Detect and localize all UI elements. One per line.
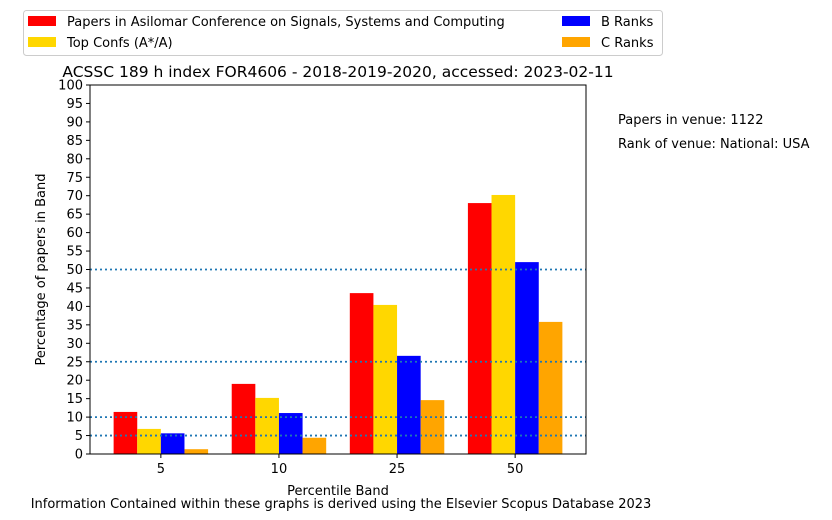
bar-b-10 [278,413,303,454]
x-tick-label: 50 [507,462,524,477]
y-tick-label: 40 [66,300,83,315]
annotation-rank-of-venue: Rank of venue: National: USA [618,137,810,152]
y-tick-label: 85 [66,134,83,149]
legend-label-asilomar: Papers in Asilomar Conference on Signals… [67,15,505,30]
bar-b-5 [160,433,185,454]
legend-swatch-top-confs [28,37,56,47]
bar-b-25 [397,355,421,454]
legend-swatch-c-ranks [562,37,590,47]
x-tick-label: 25 [389,462,406,477]
y-tick-label: 70 [66,189,83,204]
y-tick-label: 5 [75,429,83,444]
legend-label-b-ranks: B Ranks [601,15,654,30]
y-tick-label: 65 [66,208,83,223]
y-tick-label: 60 [66,226,83,241]
bar-c-25 [420,400,445,454]
bar-top-50 [491,194,516,454]
legend-frame [23,10,663,56]
y-tick-label: 100 [58,79,83,94]
bar-papers-50 [467,203,492,454]
bar-papers-25 [349,293,374,454]
y-tick-label: 15 [66,392,83,407]
legend-swatch-b-ranks [562,16,590,26]
y-tick-label: 50 [66,263,83,278]
bar-c-50 [538,321,563,454]
bar-top-5 [137,428,161,454]
bar-c-10 [302,437,327,454]
footer-note: Information Contained within these graph… [31,497,652,512]
y-tick-label: 10 [66,411,83,426]
annotation-papers-in-venue: Papers in venue: 1122 [618,113,763,128]
y-tick-label: 55 [66,245,83,260]
x-axis-label: Percentile Band [287,484,389,499]
y-tick-label: 45 [66,281,83,296]
y-axis: 0 5 10 15 20 25 30 35 40 45 50 55 60 65 70 75 80 85 90 95 10… [58,79,90,463]
chart-title: ACSSC 189 h index FOR4606 - 2018-2019-20… [62,63,613,81]
legend-label-c-ranks: C Ranks [601,36,654,51]
y-tick-label: 75 [66,171,83,186]
legend-swatch-asilomar [28,16,56,26]
x-axis: 5 10 25 50 [157,454,524,477]
y-tick-label: 25 [66,355,83,370]
y-tick-label: 30 [66,337,83,352]
bar-c-5 [184,449,209,454]
bar-top-10 [255,397,279,454]
y-axis-label: Percentage of papers in Band [34,173,49,365]
y-tick-label: 90 [66,115,83,130]
y-tick-label: 80 [66,152,83,167]
y-tick-label: 20 [66,374,83,389]
y-tick-label: 0 [75,448,83,463]
bar-papers-5 [113,411,138,454]
y-tick-label: 35 [66,318,83,333]
x-tick-label: 5 [157,462,165,477]
bar-b-50 [515,262,539,454]
bar-layer [113,194,563,454]
x-tick-label: 10 [271,462,288,477]
bar-top-25 [373,304,398,454]
y-tick-label: 95 [66,97,83,112]
legend: Papers in Asilomar Conference on Signals… [23,10,663,56]
plot-frame [89,84,587,455]
bar-papers-10 [231,383,256,454]
legend-label-top-confs: Top Confs (A*/A) [66,36,173,51]
